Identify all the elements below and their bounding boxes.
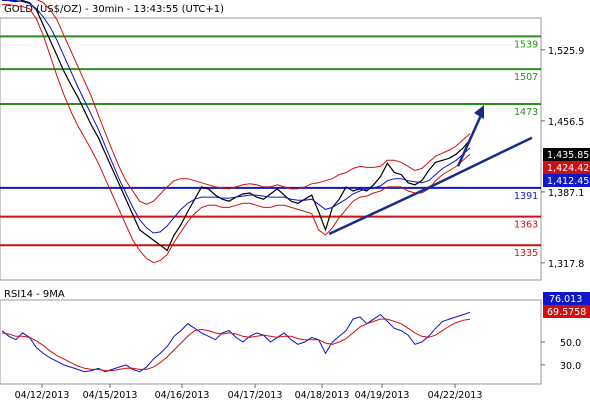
series-rsi (1, 311, 471, 373)
y-tick-label: 1,525.9 (548, 46, 584, 57)
svg-text:1,435.85: 1,435.85 (547, 150, 589, 161)
series-rsi-ma (1, 318, 471, 372)
price-levels: 1539 1507 1473 1391 1363 1335 (0, 35, 541, 259)
rsi-ma-badge: 69.5758 (543, 305, 590, 318)
rsi-y-tick-label: 50.0 (560, 338, 581, 349)
rsi-series (1, 311, 471, 373)
upper-band-badge: 1,424.42 (543, 161, 590, 174)
svg-text:69.5758: 69.5758 (547, 307, 586, 318)
chart-title: GOLD (US$/OZ) - 30min - 13:43:55 (UTC+1) (4, 4, 224, 15)
x-axis: 04/12/2013 04/15/2013 04/16/2013 04/17/2013… (15, 384, 483, 400)
rsi-value-badge: 76.013 (543, 292, 590, 305)
price-series (1, 0, 533, 264)
x-tick-label: 04/19/2013 (355, 390, 410, 400)
x-tick-label: 04/16/2013 (155, 390, 210, 400)
x-tick-label: 04/17/2013 (228, 390, 283, 400)
svg-text:76.013: 76.013 (549, 294, 582, 305)
level-label-1335: 1335 (514, 248, 538, 259)
x-tick-label: 04/18/2013 (295, 390, 350, 400)
series-bollinger-upper (36, 0, 471, 205)
x-tick-label: 04/22/2013 (428, 390, 483, 400)
x-tick-label: 04/15/2013 (83, 390, 138, 400)
lower-band-badge: 1,412.45 (543, 174, 590, 187)
rsi-y-tick-label: 30.0 (560, 361, 581, 372)
series-bollinger-lower (2, 4, 471, 264)
svg-text:1,412.45: 1,412.45 (547, 176, 589, 187)
level-label-1539: 1539 (514, 39, 538, 50)
level-label-1391: 1391 (514, 191, 538, 202)
svg-text:1,424.42: 1,424.42 (547, 163, 589, 174)
projection-arrow (456, 112, 484, 167)
price-y-axis: 1,525.9 1,456.5 1,387.1 1,317.8 (541, 46, 584, 270)
projection-arrow-head (474, 105, 484, 120)
last-price-badge: 1,435.85 (543, 148, 590, 161)
level-label-1507: 1507 (514, 72, 538, 83)
trendline (328, 136, 533, 236)
level-label-1473: 1473 (514, 107, 538, 118)
series-moving-average (2, 0, 471, 234)
level-label-1363: 1363 (514, 220, 538, 231)
price-panel-frame (0, 17, 542, 281)
y-tick-label: 1,456.5 (548, 117, 584, 128)
y-tick-label: 1,317.8 (548, 259, 584, 270)
x-tick-label: 04/12/2013 (15, 390, 70, 400)
y-tick-label: 1,387.1 (548, 188, 584, 199)
rsi-y-axis: 50.0 30.0 (541, 338, 581, 372)
rsi-title: RSI14 - 9MA (4, 289, 65, 300)
